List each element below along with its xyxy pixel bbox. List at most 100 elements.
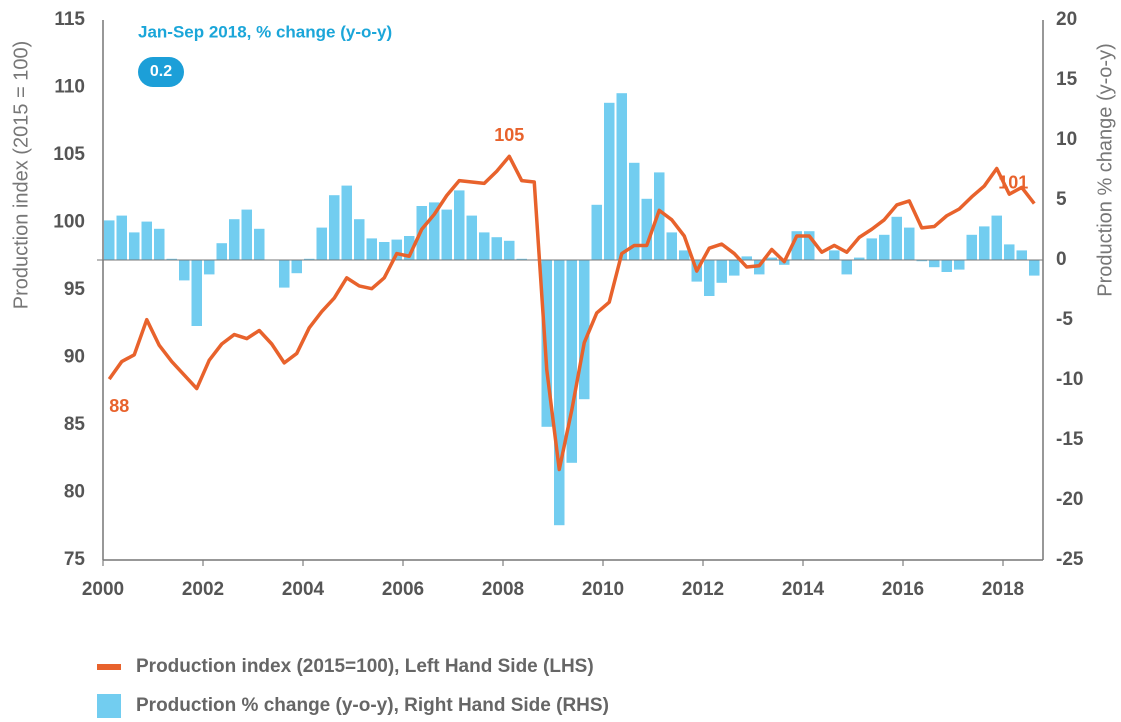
bar xyxy=(366,238,377,260)
x-tick-label: 2002 xyxy=(182,579,224,600)
y2-tick-label: -10 xyxy=(1056,369,1083,390)
bar xyxy=(1029,260,1040,276)
legend-label: Production % change (y-o-y), Right Hand … xyxy=(136,695,609,716)
badge-value: 0.2 xyxy=(150,63,172,80)
bar xyxy=(841,260,852,275)
bar xyxy=(916,260,927,262)
bar xyxy=(829,250,840,260)
bar xyxy=(241,209,252,260)
y2-axis-title: Production % change (y-o-y) xyxy=(1094,43,1116,296)
bar xyxy=(466,215,477,260)
bar xyxy=(1004,244,1015,260)
line xyxy=(107,154,1036,472)
bar xyxy=(404,236,415,260)
bar xyxy=(741,256,752,260)
bar xyxy=(166,258,177,260)
bar xyxy=(566,260,577,463)
data-label: 101 xyxy=(998,172,1028,192)
bar xyxy=(216,243,227,260)
bar xyxy=(704,260,715,296)
legend-swatch xyxy=(97,694,121,718)
x-tick-label: 2010 xyxy=(582,579,624,600)
bar xyxy=(604,102,615,260)
bar xyxy=(554,260,565,526)
y2-tick-label: 15 xyxy=(1056,69,1078,90)
subtitle: Jan-Sep 2018, % change (y-o-y) xyxy=(138,22,392,41)
bar xyxy=(954,260,965,270)
bar xyxy=(179,260,190,281)
y-tick-label: 110 xyxy=(54,77,85,98)
x-tick-label: 2004 xyxy=(282,579,325,600)
y-tick-label: 100 xyxy=(53,212,85,233)
x-tick-label: 2000 xyxy=(82,579,124,600)
y-tick-label: 105 xyxy=(53,144,85,165)
bar xyxy=(329,195,340,260)
y2-tick-label: 20 xyxy=(1056,9,1077,30)
legend-label: Production index (2015=100), Left Hand S… xyxy=(136,656,594,677)
bar xyxy=(579,260,590,400)
bar xyxy=(229,219,240,260)
bar xyxy=(304,258,315,260)
bar xyxy=(641,198,652,260)
y-tick-label: 85 xyxy=(64,414,86,435)
bar xyxy=(591,204,602,260)
bar xyxy=(1016,250,1027,260)
y-tick-label: 95 xyxy=(64,279,86,300)
y2-tick-label: 5 xyxy=(1056,189,1067,210)
y2-tick-label: 10 xyxy=(1056,129,1077,150)
bar xyxy=(491,237,502,260)
bar xyxy=(791,231,802,260)
x-tick-label: 2008 xyxy=(482,579,524,600)
bar xyxy=(429,202,440,260)
y2-tick-label: -5 xyxy=(1056,309,1073,330)
bar xyxy=(654,172,665,260)
bar xyxy=(866,238,877,260)
bar xyxy=(991,215,1002,260)
bar xyxy=(616,93,627,260)
bar xyxy=(679,250,690,260)
bar xyxy=(516,258,527,260)
badge xyxy=(138,57,184,87)
bar xyxy=(504,240,515,260)
bar xyxy=(291,260,302,274)
bar xyxy=(204,260,215,275)
bar xyxy=(154,228,165,260)
bar xyxy=(191,260,202,326)
bar xyxy=(966,234,977,260)
bar xyxy=(254,228,265,260)
y-tick-label: 115 xyxy=(54,9,85,30)
bar xyxy=(766,257,777,260)
y-tick-label: 80 xyxy=(64,482,85,503)
bar xyxy=(891,216,902,260)
bar xyxy=(391,239,402,260)
bar xyxy=(979,226,990,260)
bar xyxy=(879,234,890,260)
bar xyxy=(929,260,940,268)
legend-swatch xyxy=(97,664,121,670)
y-tick-label: 75 xyxy=(64,549,86,570)
y2-tick-label: -20 xyxy=(1056,489,1083,510)
bar xyxy=(341,185,352,260)
bar xyxy=(104,220,115,260)
bar xyxy=(441,209,452,260)
bar xyxy=(941,260,952,272)
bar xyxy=(279,260,290,288)
y-tick-label: 90 xyxy=(64,347,85,368)
y2-tick-label: -15 xyxy=(1056,429,1084,450)
bar xyxy=(854,257,865,260)
bar xyxy=(804,231,815,260)
bar xyxy=(479,232,490,260)
bar xyxy=(454,190,465,260)
y2-tick-label: -25 xyxy=(1056,549,1084,570)
bar xyxy=(629,162,640,260)
y2-tick-label: 0 xyxy=(1056,249,1067,270)
x-tick-label: 2012 xyxy=(682,579,724,600)
bar xyxy=(666,232,677,260)
bar xyxy=(316,227,327,260)
data-label: 105 xyxy=(494,125,524,145)
bar xyxy=(716,260,727,283)
bar xyxy=(354,219,365,260)
y-axis-title: Production index (2015 = 100) xyxy=(10,41,32,310)
